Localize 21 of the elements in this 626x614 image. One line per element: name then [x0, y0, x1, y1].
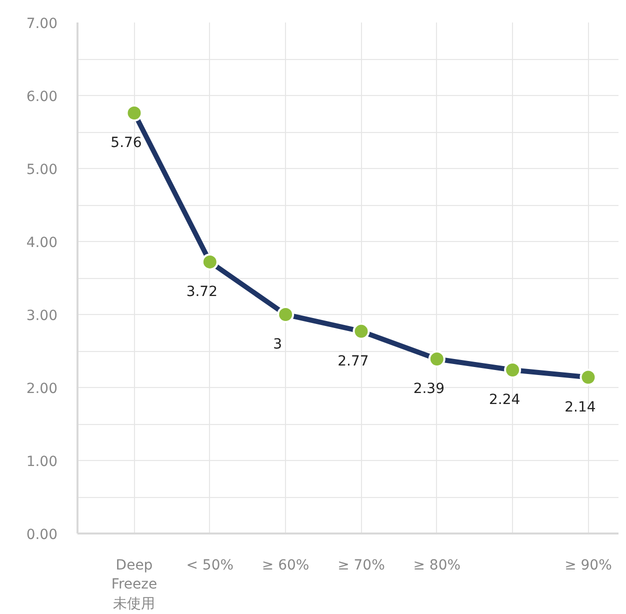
y-tick-label: 3.00 — [26, 308, 58, 324]
data-label: 3.72 — [186, 284, 218, 300]
x-tick-label: ≥ 80% — [413, 558, 461, 574]
data-label: 5.76 — [110, 135, 142, 152]
y-tick-label: 7.00 — [26, 16, 58, 32]
data-label: 3 — [273, 336, 282, 352]
x-tick-label: Deep Freeze 未使用 — [111, 558, 158, 612]
y-tick-label: 0.00 — [26, 527, 58, 543]
x-tick-label: ≥ 70% — [338, 558, 385, 574]
x-tick-label: ≥ 60% — [262, 558, 310, 574]
data-label: 2.24 — [488, 392, 520, 408]
data-label: 2.39 — [413, 381, 444, 398]
y-tick-label: 5.00 — [26, 162, 58, 178]
data-label: 2.14 — [564, 399, 596, 416]
y-tick-label: 2.00 — [26, 381, 58, 397]
x-tick-label: < 50% — [186, 558, 234, 574]
y-tick-label: 6.00 — [26, 89, 58, 105]
data-label: 2.77 — [338, 353, 369, 370]
y-tick-label: 1.00 — [26, 454, 58, 470]
x-tick-label: ≥ 90% — [564, 558, 612, 574]
y-tick-label: 4.00 — [26, 235, 58, 251]
